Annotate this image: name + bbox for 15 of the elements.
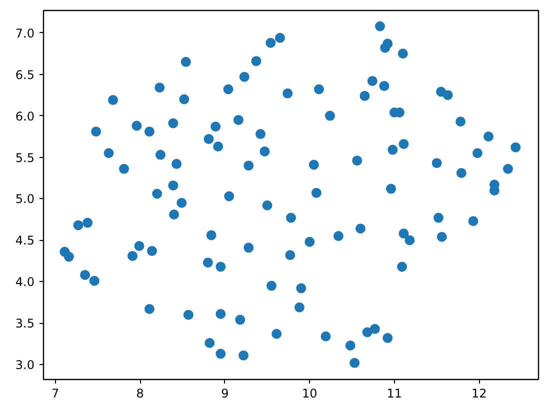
x-tick-label: 12 (472, 386, 487, 400)
y-tick-label: 3.5 (15, 316, 35, 331)
x-tick-label: 8 (136, 386, 144, 400)
y-tick-label: 3.0 (15, 358, 35, 372)
x-tick-label: 11 (386, 386, 402, 400)
x-tick-label: 9 (221, 386, 229, 400)
x-tick-label: 10 (302, 386, 318, 400)
y-tick-label: 4.0 (15, 275, 35, 290)
y-tick-label: 6.0 (15, 109, 35, 124)
y-tick-label: 4.5 (15, 234, 35, 248)
y-tick-label: 5.0 (15, 192, 35, 206)
y-tick-label: 6.5 (15, 68, 35, 82)
x-tick-label: 7 (52, 386, 60, 400)
y-tick-label: 5.5 (15, 150, 35, 165)
y-tick-label: 7.0 (15, 26, 35, 40)
